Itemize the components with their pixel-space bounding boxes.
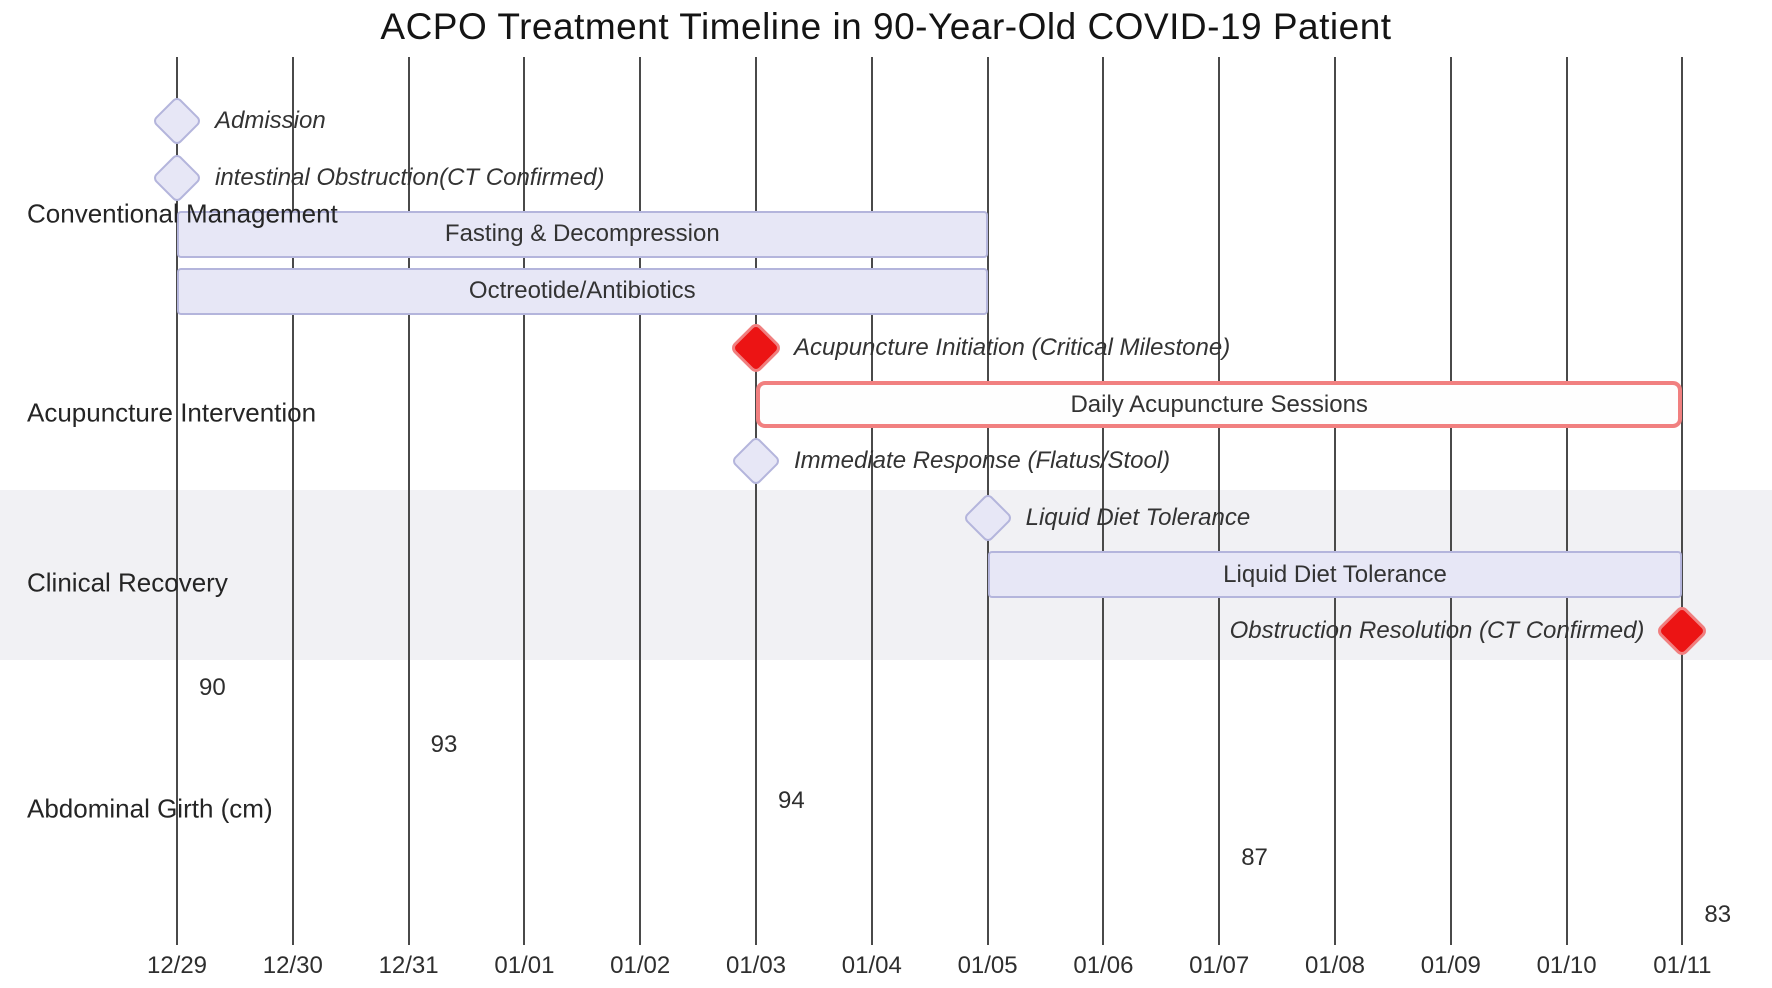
- axis-date-label: 01/06: [1073, 952, 1134, 979]
- axis-date-label: 01/11: [1653, 952, 1712, 979]
- axis-date-label: 01/08: [1304, 952, 1366, 979]
- axis-date-label: 01/05: [957, 952, 1018, 979]
- grid-line: [1681, 57, 1684, 945]
- milestone-diamond: [151, 95, 203, 147]
- task-bar-label: Liquid Diet Tolerance: [1223, 560, 1447, 588]
- task-bar: Octreotide/Antibiotics: [177, 267, 988, 315]
- section-label: Abdominal Girth (cm): [27, 793, 273, 824]
- milestone-label: intestinal Obstruction(CT Confirmed): [215, 163, 605, 191]
- grid-line: [1102, 57, 1105, 945]
- girth-value: 90: [199, 674, 226, 701]
- grid-line: [1218, 57, 1221, 945]
- girth-value: 83: [1704, 900, 1732, 928]
- grid-line: [1565, 57, 1568, 945]
- axis-date-label: 12/30: [262, 952, 323, 979]
- grid-line: [291, 57, 294, 945]
- task-bar: Daily Acupuncture Sessions: [756, 381, 1683, 428]
- axis-date-label: 01/04: [841, 952, 902, 979]
- axis-date-label: 12/29: [146, 952, 208, 979]
- girth-value: 87: [1241, 844, 1268, 872]
- task-bar: Fasting & Decompression: [177, 210, 988, 258]
- milestone-label: Immediate Response (Flatus/Stool): [794, 447, 1171, 475]
- axis-date-label: 12/31: [378, 952, 439, 979]
- milestone-diamond: [151, 152, 203, 204]
- grid-line: [639, 57, 642, 945]
- milestone-label: Admission: [215, 107, 326, 134]
- section-label: Conventional Management: [27, 198, 338, 229]
- grid-line: [1449, 57, 1452, 945]
- grid-line: [1334, 57, 1336, 945]
- section-label: Clinical Recovery: [27, 567, 228, 598]
- section-label: Acupuncture Intervention: [27, 397, 317, 427]
- milestone-label: Liquid Diet Tolerance: [1025, 503, 1251, 531]
- grid-line: [176, 57, 178, 945]
- grid-line: [755, 57, 757, 945]
- girth-value: 94: [778, 787, 805, 815]
- axis-date-label: 01/02: [610, 952, 671, 979]
- axis-date-label: 01/01: [494, 952, 555, 979]
- axis-date-label: 01/07: [1189, 952, 1250, 979]
- task-bar-label: Daily Acupuncture Sessions: [1070, 390, 1368, 418]
- grid-line: [523, 57, 526, 945]
- milestone-label: Obstruction Resolution (CT Confirmed): [1229, 617, 1645, 645]
- grid-line: [407, 57, 410, 945]
- milestone-label: Acupuncture Initiation (Critical Milesto…: [794, 333, 1231, 361]
- task-bar-label: Octreotide/Antibiotics: [468, 277, 696, 305]
- girth-value: 93: [430, 730, 458, 758]
- axis-date-label: 01/09: [1420, 952, 1481, 979]
- milestone-diamond: [730, 435, 782, 487]
- axis-date-label: 01/10: [1536, 952, 1597, 979]
- milestone-diamond: [729, 320, 783, 375]
- grid-line: [870, 57, 873, 945]
- axis-date-label: 01/03: [725, 952, 787, 979]
- task-bar: Liquid Diet Tolerance: [987, 551, 1683, 599]
- chart-title: ACPO Treatment Timeline in 90-Year-Old C…: [380, 6, 1392, 47]
- task-bar-label: Fasting & Decompression: [444, 220, 720, 248]
